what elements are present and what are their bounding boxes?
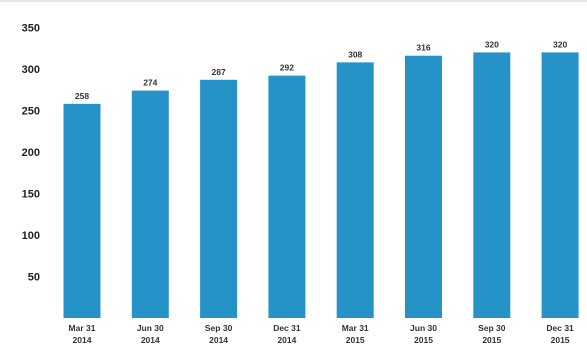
data-label: 308 [348,49,362,59]
x-tick-label: Dec 31 [273,323,301,333]
x-tick-label: Sep 30 [205,323,233,333]
x-tick-label: Mar 31 [69,323,96,333]
y-tick-label: 350 [22,23,40,35]
data-label: 258 [75,91,89,101]
x-tick-label-year: 2015 [482,335,501,345]
data-label: 320 [553,39,567,49]
bar [200,79,238,318]
y-tick-label: 150 [22,189,40,201]
x-tick-label: Dec 31 [546,323,574,333]
x-tick-label: Sep 30 [478,323,506,333]
bar [268,75,306,318]
x-tick-label: Jun 30 [137,323,164,333]
x-tick-label-year: 2015 [346,335,365,345]
data-label: 274 [143,78,157,88]
data-label: 316 [416,43,430,53]
data-label: 320 [485,39,499,49]
data-label: 287 [212,67,226,77]
x-tick-label: Mar 31 [342,323,369,333]
bar [405,55,442,318]
data-label: 292 [280,63,294,73]
x-tick-label-year: 2014 [73,335,92,345]
bar [473,52,511,319]
x-tick-label-year: 2014 [141,335,160,345]
x-tick-label-year: 2015 [414,335,433,345]
y-tick-label: 100 [22,230,40,242]
bar [336,62,374,318]
bar [63,103,101,318]
y-tick-label: 50 [28,272,40,284]
x-tick-label-year: 2014 [209,335,228,345]
bar [131,90,169,318]
x-tick-label: Jun 30 [410,323,437,333]
y-tick-label: 200 [22,147,40,159]
x-tick-label-year: 2014 [277,335,296,345]
y-tick-label: 250 [22,106,40,118]
bar [541,52,579,319]
x-tick-label-year: 2015 [551,335,570,345]
y-tick-label: 300 [22,64,40,76]
